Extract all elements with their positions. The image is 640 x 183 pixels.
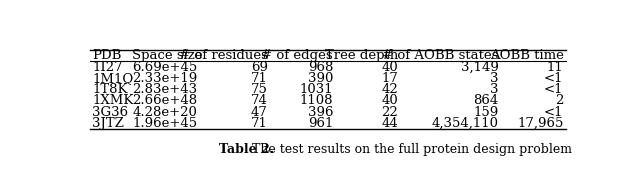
Text: 864: 864	[473, 94, 499, 107]
Text: Tree depth: Tree depth	[325, 49, 398, 62]
Text: 2.66e+48: 2.66e+48	[132, 94, 198, 107]
Text: Space size: Space size	[132, 49, 203, 62]
Text: 961: 961	[308, 117, 333, 130]
Text: 74: 74	[251, 94, 268, 107]
Text: 2.83e+43: 2.83e+43	[132, 83, 198, 96]
Text: 2: 2	[556, 94, 564, 107]
Text: 40: 40	[381, 94, 398, 107]
Text: 1XMK: 1XMK	[92, 94, 134, 107]
Text: 1.96e+45: 1.96e+45	[132, 117, 198, 130]
Text: 22: 22	[381, 106, 398, 119]
Text: AOBB time: AOBB time	[490, 49, 564, 62]
Text: 1031: 1031	[300, 83, 333, 96]
Text: 75: 75	[251, 83, 268, 96]
Text: <1: <1	[544, 106, 564, 119]
Text: 390: 390	[308, 72, 333, 85]
Text: 17: 17	[381, 72, 398, 85]
Text: 69: 69	[251, 61, 268, 74]
Text: 3: 3	[490, 83, 499, 96]
Text: 1I27: 1I27	[92, 61, 123, 74]
Text: 159: 159	[473, 106, 499, 119]
Text: 1108: 1108	[300, 94, 333, 107]
Text: # of edges: # of edges	[261, 49, 333, 62]
Text: 4,354,110: 4,354,110	[431, 117, 499, 130]
Text: 40: 40	[381, 61, 398, 74]
Text: PDB: PDB	[92, 49, 122, 62]
Text: 71: 71	[251, 72, 268, 85]
Text: 3G36: 3G36	[92, 106, 129, 119]
Text: 42: 42	[381, 83, 398, 96]
Text: 11: 11	[547, 61, 564, 74]
Text: 968: 968	[308, 61, 333, 74]
Text: 44: 44	[381, 117, 398, 130]
Text: 3: 3	[490, 72, 499, 85]
Text: 1T8K: 1T8K	[92, 83, 128, 96]
Text: 17,965: 17,965	[517, 117, 564, 130]
Text: 71: 71	[251, 117, 268, 130]
Text: <1: <1	[544, 83, 564, 96]
Text: 47: 47	[251, 106, 268, 119]
Text: # of residues: # of residues	[179, 49, 268, 62]
Text: 4.28e+20: 4.28e+20	[132, 106, 197, 119]
Text: Table 2.: Table 2.	[220, 143, 275, 156]
Text: # of AOBB states: # of AOBB states	[382, 49, 499, 62]
Text: 1M1Q: 1M1Q	[92, 72, 134, 85]
Text: 3,149: 3,149	[461, 61, 499, 74]
Text: 6.69e+45: 6.69e+45	[132, 61, 198, 74]
Text: The test results on the full protein design problem: The test results on the full protein des…	[248, 143, 572, 156]
Text: 2.33e+19: 2.33e+19	[132, 72, 198, 85]
Text: 3JTZ: 3JTZ	[92, 117, 124, 130]
Text: 396: 396	[308, 106, 333, 119]
Text: <1: <1	[544, 72, 564, 85]
